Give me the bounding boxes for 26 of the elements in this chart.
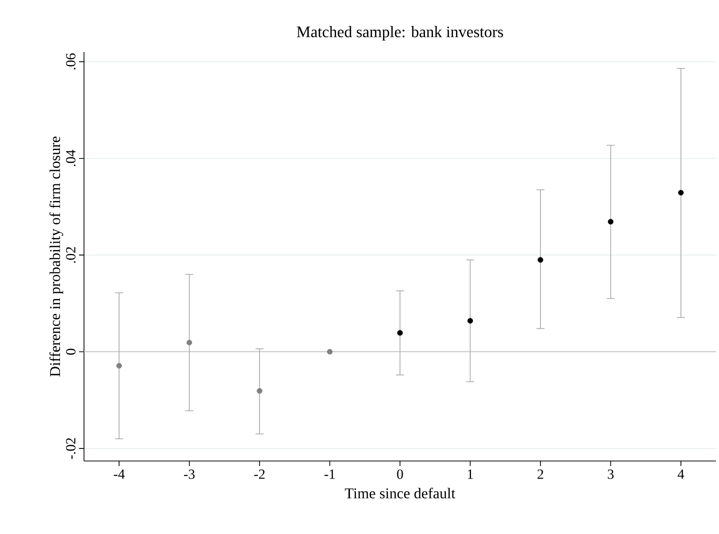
x-tick-label: 4 <box>678 469 684 479</box>
y-tick-label: -.02 <box>66 438 76 459</box>
y-tick-label: 0 <box>66 348 76 355</box>
x-tick-label: 1 <box>468 469 473 479</box>
x-tick-label: -4 <box>114 469 125 479</box>
x-axis-title: Time since default <box>344 488 456 498</box>
point <box>467 318 474 324</box>
chart-title: Matched sample: bank investors <box>296 26 504 41</box>
point <box>538 257 544 263</box>
point <box>608 218 614 224</box>
y-tick-label: .02 <box>66 247 76 263</box>
point <box>678 190 684 196</box>
x-tick-label: -1 <box>324 469 335 479</box>
y-tick-label: .04 <box>66 150 76 166</box>
point <box>116 362 122 369</box>
x-tick-label: 3 <box>608 470 614 479</box>
point <box>186 340 192 346</box>
y-tick-label: .06 <box>66 53 76 70</box>
x-tick-label: 2 <box>538 470 544 479</box>
x-tick-label: -3 <box>184 470 195 479</box>
point <box>256 388 262 394</box>
point <box>397 330 403 336</box>
x-tick-label: 0 <box>397 469 403 479</box>
x-tick-label: -2 <box>254 470 265 479</box>
point <box>326 348 333 355</box>
y-axis-title: Difference in probability of firm closure <box>49 136 64 376</box>
